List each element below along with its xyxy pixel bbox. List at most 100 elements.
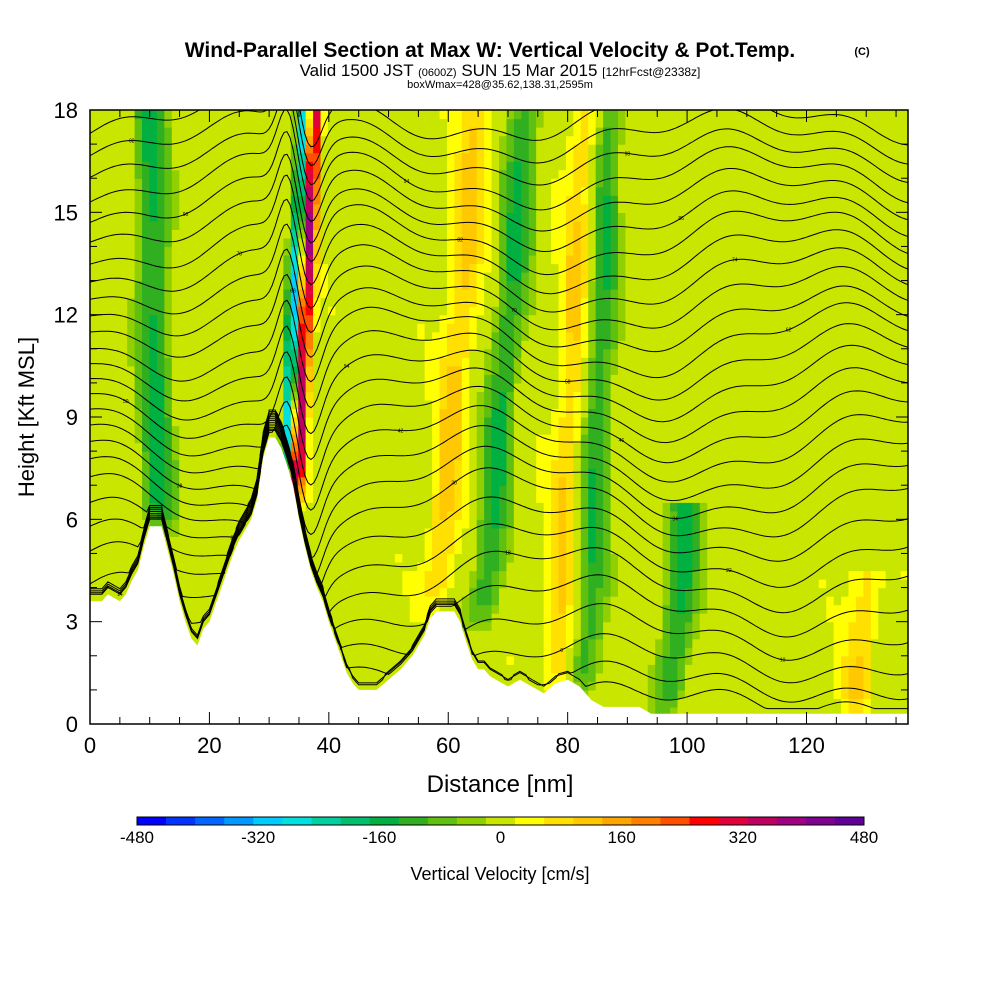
theta-contour-label: 46: [619, 438, 625, 444]
subtitle-box-wmax: boxWmax=428@35.62,138.31,2595m: [407, 79, 593, 91]
colorbar-swatch: [427, 817, 458, 825]
theta-contour: [90, 323, 908, 409]
theta-contour: [90, 248, 908, 337]
colorbar-tick-label: -480: [120, 828, 154, 847]
title-mark: (C): [854, 46, 870, 58]
theta-contour: [90, 412, 908, 559]
y-tick-label: 0: [66, 712, 78, 737]
theta-contour-label: 26: [231, 535, 237, 541]
x-tick-label: 80: [555, 733, 579, 758]
x-tick-label: 20: [197, 733, 221, 758]
colorbar-swatch: [776, 817, 807, 825]
theta-contour: [90, 223, 908, 315]
potential-temperature-contours: [90, 110, 908, 710]
colorbar-swatch: [456, 817, 487, 825]
subtitle-forecast: [12hrFcst@2338z]: [602, 65, 700, 79]
theta-contour-label: 06: [350, 100, 356, 106]
colorbar-swatch: [224, 817, 254, 825]
theta-contour-label: 14: [117, 592, 123, 598]
theta-contour: [90, 198, 908, 295]
colorbar-swatch: [369, 817, 400, 825]
theta-contour-label: 22: [726, 568, 732, 574]
colorbar-swatch: [747, 817, 778, 825]
theta-contour: [90, 273, 908, 358]
theta-contour-label: 02: [129, 139, 135, 145]
colorbar-swatch: [253, 817, 283, 825]
y-tick-label: 3: [66, 610, 78, 635]
x-tick-label: 40: [317, 733, 341, 758]
colorbar-swatch: [544, 817, 574, 825]
subtitle-valid: Valid 1500 JST: [300, 61, 414, 80]
theta-contour: [90, 420, 908, 615]
y-axis-label: Height [Kft MSL]: [14, 337, 39, 497]
plot-area: [90, 110, 908, 724]
colorbar-swatch: [573, 817, 603, 825]
theta-contour-label: 42: [398, 429, 404, 435]
x-axis-label: Distance [nm]: [427, 771, 574, 798]
terrain-profile: [90, 437, 908, 724]
colorbar-ticks: -480 -320 -160 0 160 320 480: [120, 828, 878, 847]
colorbar-swatch: [485, 817, 516, 825]
x-tick-label: 60: [436, 733, 460, 758]
colorbar-swatch: [166, 817, 196, 825]
theta-contour-label: 38: [177, 484, 183, 490]
chart-title: Wind-Parallel Section at Max W: Vertical…: [185, 39, 796, 62]
theta-contour-label: 2: [339, 645, 342, 651]
colorbar-swatch: [398, 817, 429, 825]
colorbar-tick-label: 320: [729, 828, 757, 847]
vertical-velocity-field: [90, 110, 908, 724]
y-tick-label: 12: [54, 303, 78, 328]
theta-contour: [90, 110, 908, 186]
subtitle-date: SUN 15 Mar 2015: [461, 61, 597, 80]
x-axis: 0 20 40 60 80 100 120: [84, 110, 897, 758]
colorbar-swatch: [282, 817, 312, 825]
subtitle: Valid 1500 JST (0600Z) SUN 15 Mar 2015 […: [300, 61, 701, 80]
theta-contour: [90, 131, 908, 232]
colorbar-swatch: [602, 817, 632, 825]
theta-contour: [90, 174, 908, 276]
theta-contour-label: 78: [237, 252, 243, 258]
theta-contour-label: 82: [457, 237, 463, 243]
colorbar-swatch: [515, 817, 545, 825]
subtitle-utc: (0600Z): [418, 67, 457, 79]
theta-contour: [90, 418, 908, 597]
theta-contour-label: 10: [780, 658, 786, 664]
theta-contour-label: 86: [678, 216, 684, 222]
theta-contour-label: 50: [123, 399, 129, 405]
colorbar: [136, 816, 865, 826]
colorbar-tick-label: -320: [241, 828, 275, 847]
theta-contour-label: 62: [786, 328, 792, 334]
theta-contour: [90, 385, 908, 486]
theta-contour-label: 30: [451, 481, 457, 487]
x-tick-label: 120: [788, 733, 825, 758]
theta-contour: [90, 344, 908, 435]
theta-contour-label: 14: [284, 448, 290, 454]
theta-contour-label: 94: [404, 179, 410, 185]
theta-contour: [90, 367, 908, 461]
y-tick-label: 9: [66, 405, 78, 430]
colorbar-swatch: [195, 817, 225, 825]
colorbar-frame: [136, 816, 865, 826]
colorbar-swatch: [311, 817, 341, 825]
y-tick-label: 6: [66, 507, 78, 532]
theta-contour: [90, 153, 908, 253]
terrain-mask: [90, 437, 908, 724]
colorbar-swatch: [834, 817, 865, 825]
theta-contour-label: 66: [290, 289, 296, 295]
theta-contour-label: 6: [560, 648, 563, 654]
x-tick-label: 0: [84, 733, 96, 758]
theta-contour-label: 34: [672, 517, 678, 523]
colorbar-swatch: [718, 817, 748, 825]
colorbar-tick-label: 0: [496, 828, 505, 847]
theta-contour: [90, 299, 908, 383]
theta-contour-label: 54: [344, 364, 350, 370]
theta-contour-label: 74: [732, 258, 738, 264]
colorbar-label: Vertical Velocity [cm/s]: [410, 864, 589, 884]
colorbar-swatch: [689, 817, 719, 825]
colorbar-swatch: [631, 817, 661, 825]
theta-contour: [90, 110, 908, 166]
colorbar-swatch: [805, 817, 836, 825]
theta-contour: [90, 411, 908, 536]
theta-contour: [90, 416, 908, 590]
colorbar-tick-label: 480: [850, 828, 878, 847]
